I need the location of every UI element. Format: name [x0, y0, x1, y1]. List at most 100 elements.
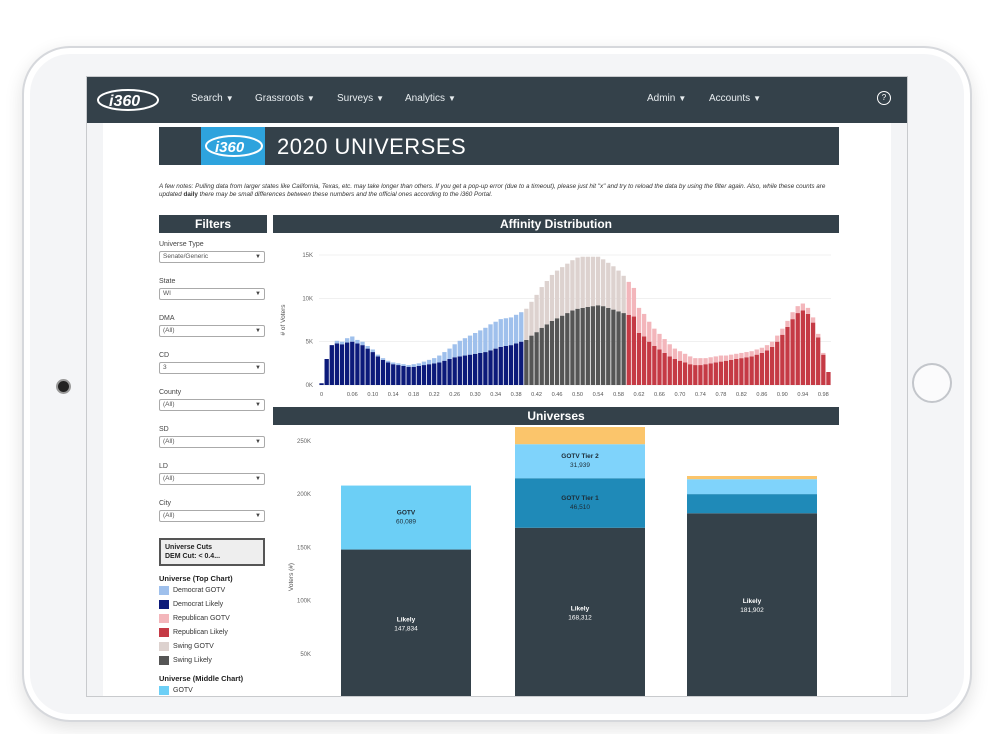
affinity-bar-likely[interactable] — [534, 332, 539, 385]
affinity-bar-gotv[interactable] — [688, 356, 693, 365]
universe-bar-segment[interactable] — [687, 513, 817, 697]
affinity-bar-gotv[interactable] — [539, 287, 544, 328]
legend-item[interactable]: Swing Likely — [159, 656, 212, 665]
affinity-bar-gotv[interactable] — [631, 287, 637, 317]
affinity-bar-gotv[interactable] — [544, 281, 549, 325]
legend-item[interactable]: Swing GOTV — [159, 642, 214, 651]
affinity-bar-likely[interactable] — [795, 313, 800, 385]
affinity-bar-likely[interactable] — [421, 365, 427, 385]
affinity-bar-gotv[interactable] — [375, 354, 381, 357]
affinity-bar-gotv[interactable] — [549, 274, 555, 321]
affinity-bar-likely[interactable] — [636, 333, 642, 385]
affinity-bar-likely[interactable] — [749, 356, 754, 385]
affinity-bar-likely[interactable] — [406, 366, 411, 385]
affinity-bar-gotv[interactable] — [800, 303, 805, 311]
affinity-bar-likely[interactable] — [821, 354, 826, 385]
affinity-bar-gotv[interactable] — [723, 355, 729, 361]
legend-item[interactable]: Republican Likely — [159, 628, 228, 637]
affinity-bar-gotv[interactable] — [621, 275, 626, 314]
affinity-bar-gotv[interactable] — [739, 352, 744, 359]
affinity-bar-gotv[interactable] — [401, 364, 406, 366]
affinity-bar-likely[interactable] — [667, 356, 672, 385]
affinity-bar-gotv[interactable] — [570, 260, 575, 311]
nav-grassroots[interactable]: Grassroots ▼ — [255, 93, 315, 104]
affinity-bar-gotv[interactable] — [662, 339, 667, 353]
affinity-bar-likely[interactable] — [411, 366, 416, 385]
affinity-bar-gotv[interactable] — [790, 312, 795, 320]
affinity-bar-likely[interactable] — [805, 313, 811, 385]
affinity-bar-gotv[interactable] — [565, 263, 570, 314]
affinity-bar-likely[interactable] — [641, 336, 647, 385]
affinity-bar-gotv[interactable] — [821, 352, 826, 355]
affinity-bar-likely[interactable] — [713, 362, 718, 385]
universe-bar-segment[interactable] — [341, 549, 471, 697]
affinity-bar-gotv[interactable] — [641, 313, 647, 337]
affinity-bar-likely[interactable] — [816, 337, 821, 385]
affinity-bar-likely[interactable] — [703, 364, 708, 385]
affinity-bar-likely[interactable] — [432, 363, 437, 385]
affinity-bar-likely[interactable] — [549, 320, 555, 385]
affinity-bar-likely[interactable] — [524, 339, 529, 385]
affinity-bar-likely[interactable] — [467, 354, 473, 385]
affinity-bar-likely[interactable] — [677, 360, 683, 385]
universe-bar-segment[interactable] — [515, 478, 645, 528]
affinity-bar-likely[interactable] — [529, 335, 534, 385]
affinity-bar-likely[interactable] — [426, 364, 432, 385]
affinity-bar-gotv[interactable] — [406, 365, 411, 367]
affinity-bar-gotv[interactable] — [734, 353, 739, 359]
universe-cuts-control[interactable]: Universe Cuts DEM Cut: < 0.4... — [159, 538, 265, 566]
affinity-bar-gotv[interactable] — [493, 321, 498, 349]
affinity-bar-gotv[interactable] — [498, 319, 503, 347]
affinity-bar-gotv[interactable] — [519, 312, 524, 342]
affinity-bar-gotv[interactable] — [473, 333, 478, 354]
affinity-bar-gotv[interactable] — [513, 314, 519, 344]
affinity-bar-likely[interactable] — [780, 334, 785, 385]
affinity-bar-gotv[interactable] — [693, 358, 698, 366]
nav-surveys[interactable]: Surveys ▼ — [337, 93, 385, 104]
affinity-bar-gotv[interactable] — [560, 267, 565, 316]
affinity-bar-likely[interactable] — [693, 365, 698, 385]
affinity-bar-gotv[interactable] — [769, 341, 775, 347]
affinity-bar-gotv[interactable] — [606, 262, 611, 308]
nav-accounts[interactable]: Accounts ▼ — [709, 93, 762, 104]
dma-select[interactable]: (All) ▼ — [159, 325, 265, 337]
affinity-bar-likely[interactable] — [565, 313, 570, 385]
affinity-bar-gotv[interactable] — [508, 317, 514, 346]
affinity-bar-likely[interactable] — [544, 324, 549, 385]
legend-item[interactable]: Republican GOTV — [159, 614, 230, 623]
affinity-bar-likely[interactable] — [324, 359, 329, 385]
affinity-bar-likely[interactable] — [723, 360, 729, 385]
affinity-bar-likely[interactable] — [585, 307, 590, 385]
affinity-bar-gotv[interactable] — [534, 294, 539, 333]
affinity-bar-gotv[interactable] — [447, 348, 452, 359]
affinity-bar-likely[interactable] — [452, 357, 457, 385]
affinity-bar-likely[interactable] — [672, 359, 677, 385]
affinity-bar-likely[interactable] — [775, 341, 780, 385]
affinity-bar-likely[interactable] — [345, 342, 350, 385]
affinity-bar-likely[interactable] — [708, 363, 713, 385]
affinity-bar-gotv[interactable] — [759, 347, 765, 353]
affinity-bar-gotv[interactable] — [370, 349, 375, 353]
affinity-bar-likely[interactable] — [360, 345, 365, 385]
affinity-bar-gotv[interactable] — [478, 330, 483, 353]
universe-bar-segment[interactable] — [341, 485, 471, 550]
affinity-bar-gotv[interactable] — [672, 348, 677, 359]
affinity-bar-likely[interactable] — [380, 359, 386, 385]
affinity-bar-gotv[interactable] — [426, 359, 432, 365]
affinity-bar-gotv[interactable] — [483, 327, 488, 353]
affinity-bar-likely[interactable] — [370, 352, 375, 385]
affinity-bar-likely[interactable] — [457, 356, 462, 385]
affinity-bar-likely[interactable] — [575, 308, 580, 385]
affinity-bar-likely[interactable] — [483, 352, 488, 385]
affinity-bar-gotv[interactable] — [580, 256, 585, 308]
legend-item[interactable]: Democrat Likely — [159, 600, 223, 609]
affinity-bar-likely[interactable] — [570, 310, 575, 385]
sd-select[interactable]: (All) ▼ — [159, 436, 265, 448]
affinity-bar-gotv[interactable] — [365, 346, 370, 349]
affinity-bar-likely[interactable] — [391, 364, 396, 385]
affinity-bar-likely[interactable] — [437, 362, 442, 385]
affinity-bar-gotv[interactable] — [698, 358, 703, 366]
affinity-bar-gotv[interactable] — [780, 328, 785, 335]
affinity-bar-likely[interactable] — [626, 314, 631, 385]
affinity-bar-likely[interactable] — [734, 359, 739, 385]
